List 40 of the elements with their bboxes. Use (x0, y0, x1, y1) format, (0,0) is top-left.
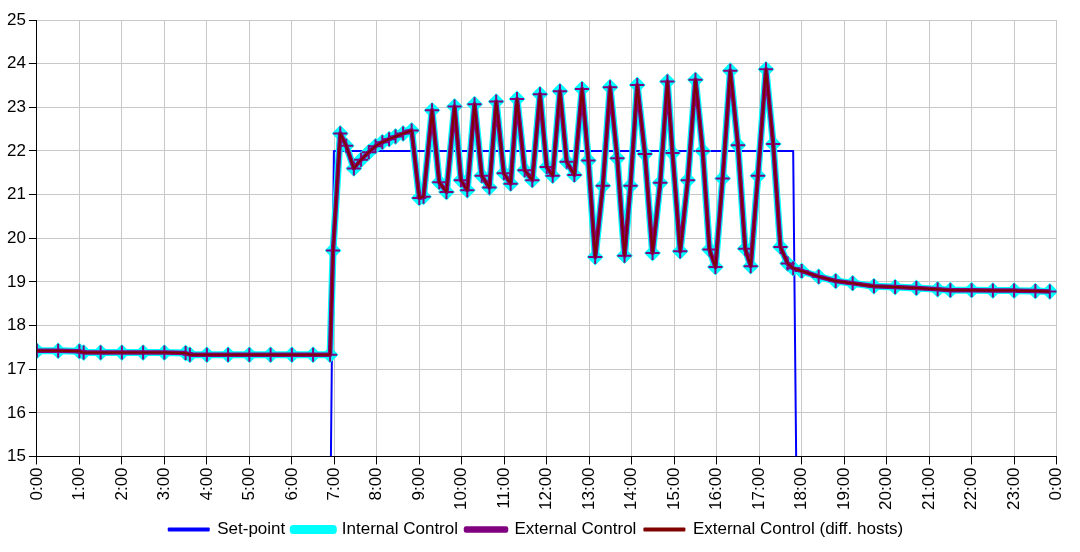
x-tick-label: 0:00 (1046, 467, 1066, 501)
x-tick-label: 3:00 (154, 467, 174, 501)
x-tick-label: 7:00 (324, 467, 344, 501)
y-tick-label: 18 (6, 315, 26, 335)
x-tick-label: 6:00 (281, 467, 301, 501)
x-tick-label: 4:00 (196, 467, 216, 501)
x-tick-label: 16:00 (706, 467, 726, 511)
y-tick-label: 24 (6, 53, 26, 73)
x-tick-label: 13:00 (578, 467, 598, 511)
x-tick-label: 19:00 (833, 467, 853, 511)
legend-label: Internal Control (341, 519, 459, 539)
x-tick-label: 11:00 (493, 467, 513, 509)
y-tick-label: 16 (6, 402, 26, 422)
x-tick-label: 10:00 (451, 467, 471, 511)
y-tick-label: 19 (6, 271, 26, 291)
x-tick-label: 9:00 (408, 467, 428, 501)
x-tick-label: 18:00 (791, 467, 811, 511)
x-tick-label: 15:00 (663, 467, 683, 511)
x-tick-label: 23:00 (1003, 467, 1023, 511)
legend-label: Set-point (217, 519, 286, 539)
x-tick-label: 1:00 (69, 467, 89, 501)
x-tick-label: 2:00 (111, 467, 131, 501)
y-tick-label: 22 (6, 140, 26, 160)
x-tick-label: 14:00 (621, 467, 641, 511)
x-tick-label: 12:00 (536, 467, 556, 511)
x-tick-label: 8:00 (366, 467, 386, 501)
legend-label: External Control (diff. hosts) (692, 519, 904, 539)
x-tick-label: 0:00 (26, 467, 46, 501)
y-tick-label: 15 (6, 446, 26, 466)
legend-label: External Control (514, 519, 637, 539)
y-tick-label: 23 (6, 96, 26, 116)
y-tick-label: 21 (6, 184, 26, 204)
x-tick-label: 21:00 (918, 467, 938, 511)
x-tick-label: 5:00 (239, 467, 259, 501)
y-tick-label: 20 (6, 227, 26, 247)
y-tick-label: 25 (6, 9, 26, 29)
x-tick-label: 17:00 (748, 467, 768, 511)
x-tick-label: 20:00 (876, 467, 896, 511)
x-tick-label: 22:00 (961, 467, 981, 511)
y-tick-label: 17 (6, 358, 26, 378)
